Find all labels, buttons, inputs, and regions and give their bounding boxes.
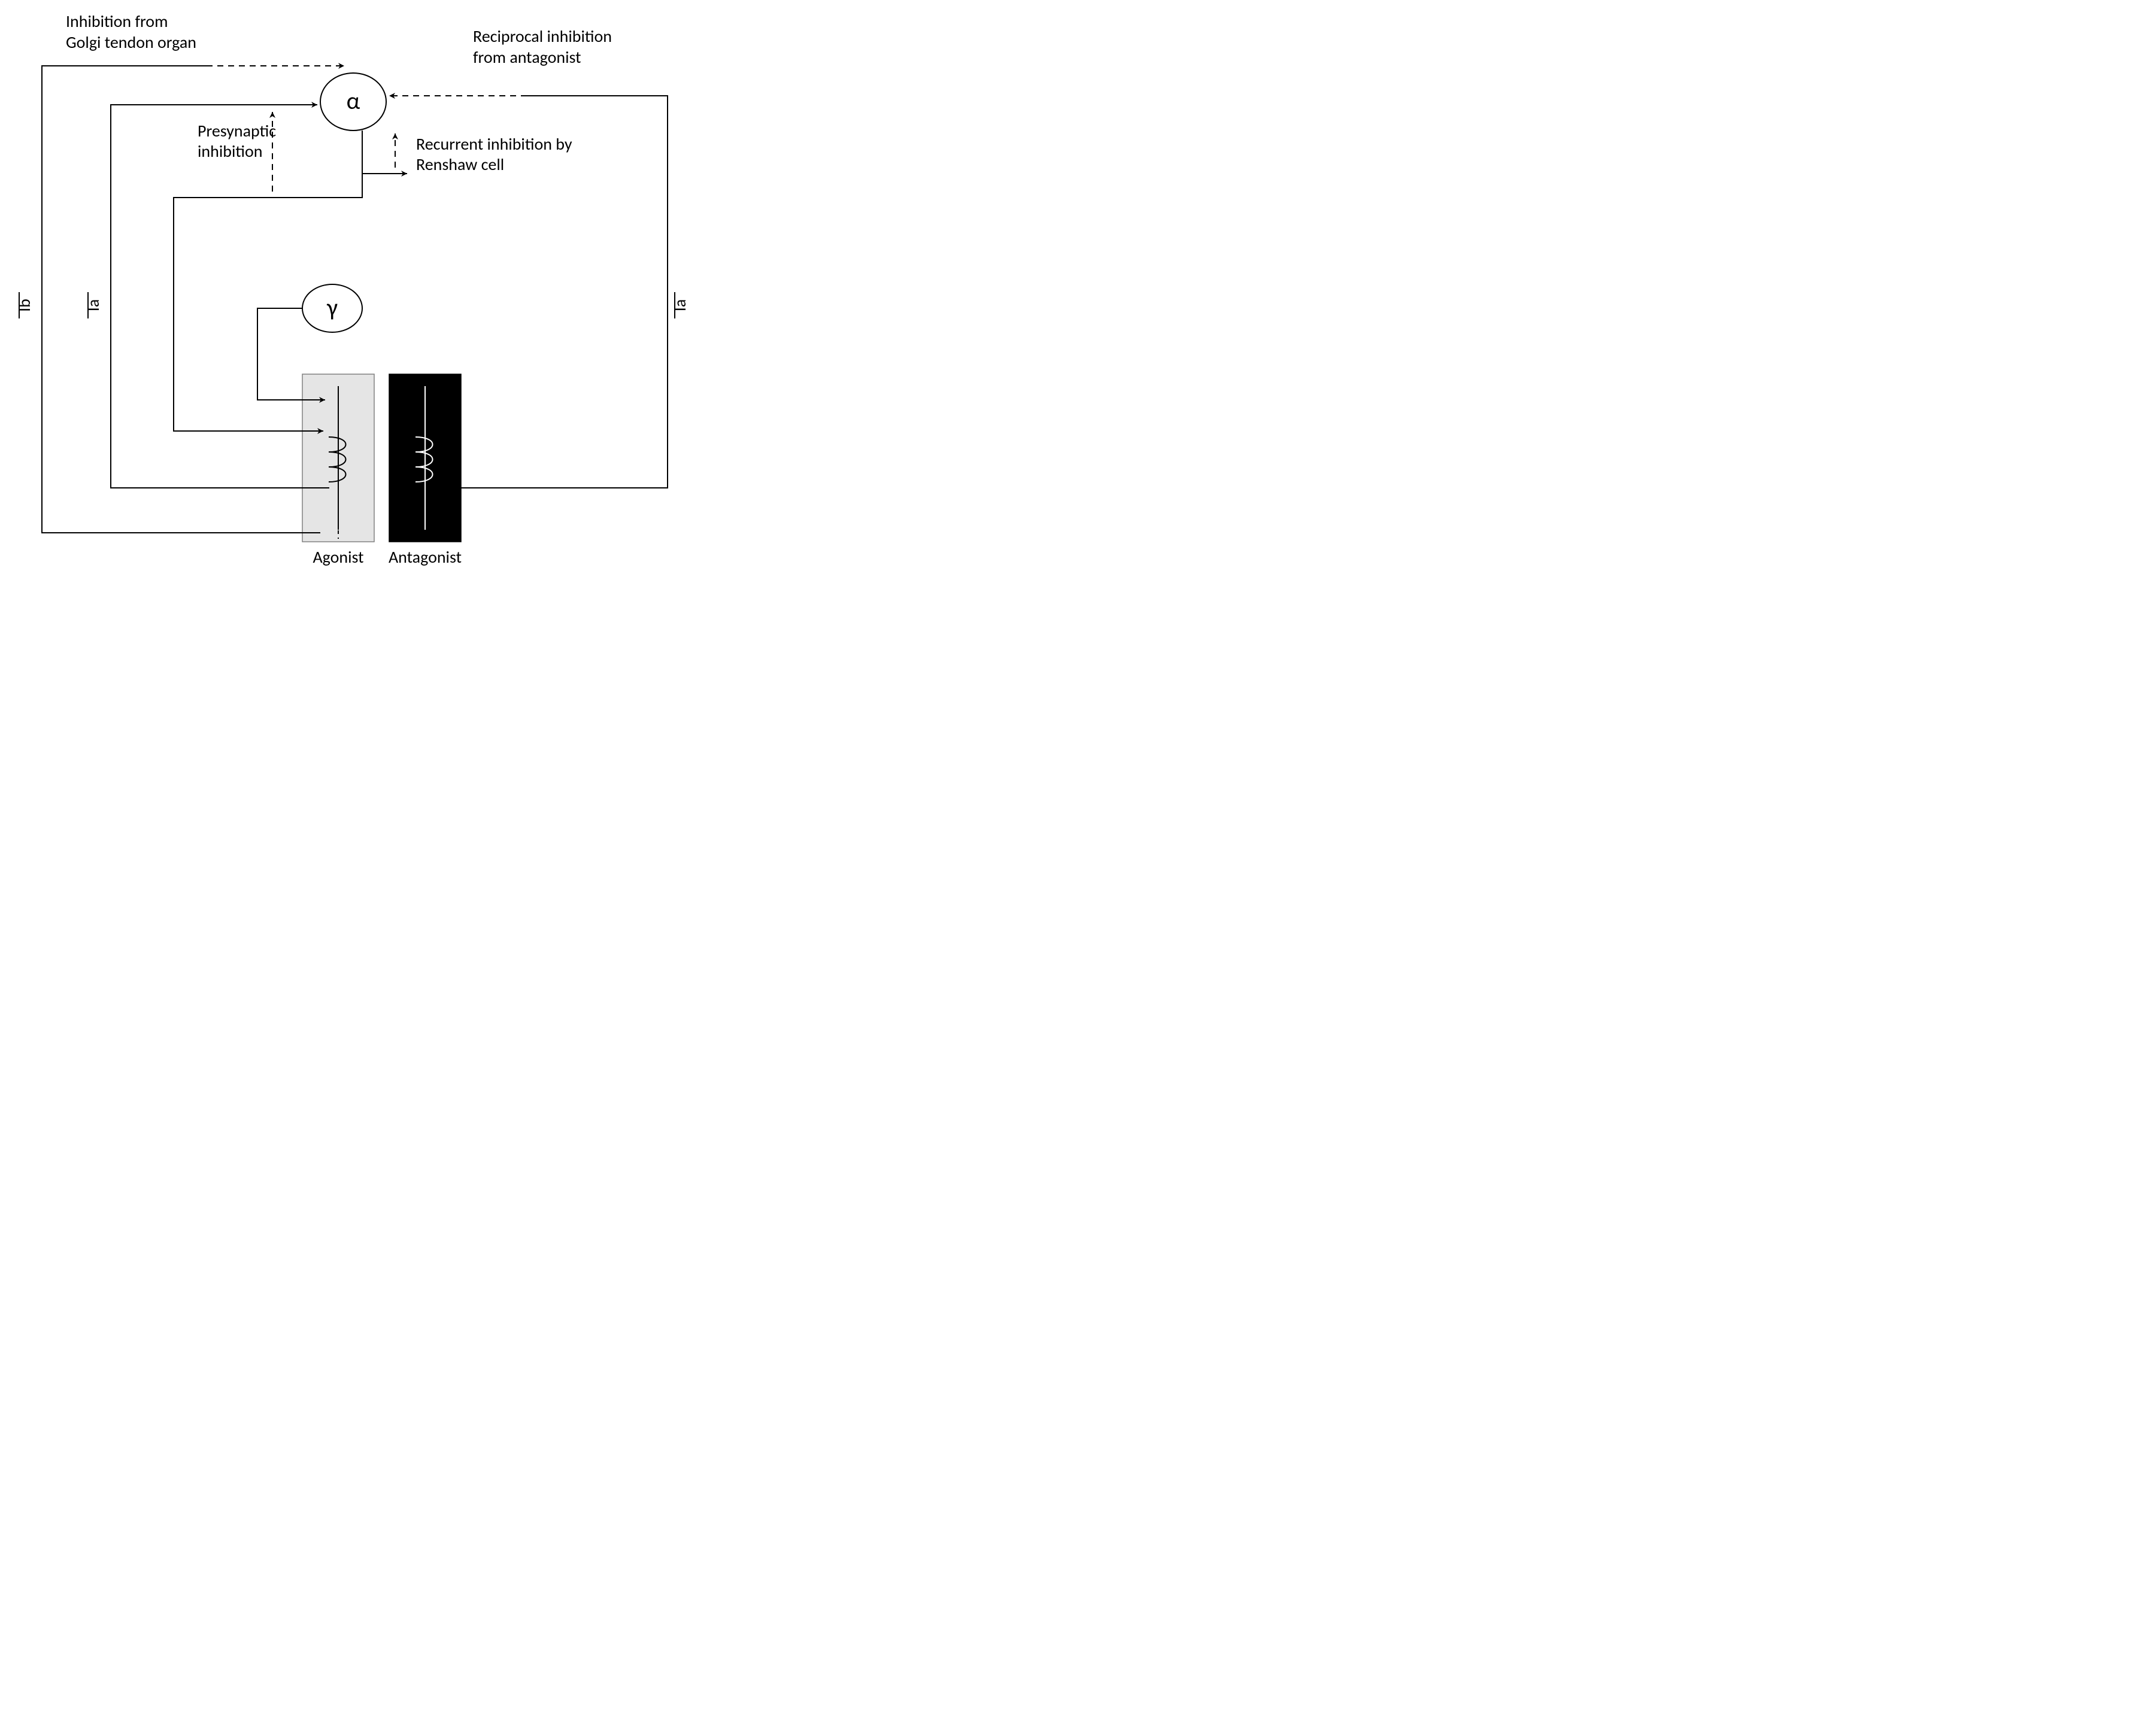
alpha-motor-neuron-label: α xyxy=(347,86,360,116)
gamma-motor-neuron-label: γ xyxy=(326,293,338,322)
antagonist-muscle xyxy=(389,374,461,542)
antagonist-label: Antagonist xyxy=(389,547,462,567)
ib-fiber-label: Ib xyxy=(14,299,35,312)
ia-right-fiber-label: Ia xyxy=(669,299,690,311)
golgi-label-1: Inhibition from xyxy=(66,11,168,32)
reciprocal-label-1: Reciprocal inhibition xyxy=(473,26,612,47)
ia-left-fiber-label: Ia xyxy=(83,299,104,311)
presynaptic-label-2: inhibition xyxy=(198,141,263,162)
renshaw-label-1: Recurrent inhibition by xyxy=(416,133,572,154)
golgi-label-2: Golgi tendon organ xyxy=(66,32,196,53)
agonist-label: Agonist xyxy=(313,547,363,567)
presynaptic-label-1: Presynaptic xyxy=(198,120,276,141)
reciprocal-label-2: from antagonist xyxy=(473,47,581,68)
renshaw-label-2: Renshaw cell xyxy=(416,154,504,175)
